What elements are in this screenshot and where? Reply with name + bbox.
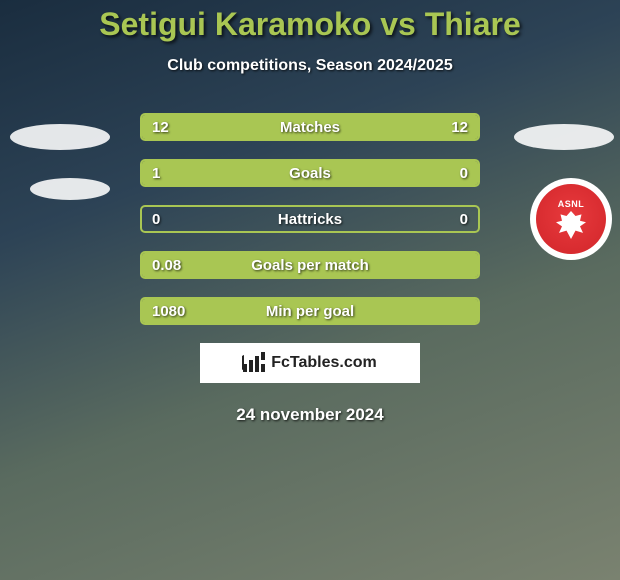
stat-label: Goals [289, 165, 331, 182]
date-label: 24 november 2024 [0, 405, 620, 425]
stat-row: 1080 Min per goal [0, 297, 620, 325]
stat-value-left: 12 [152, 119, 169, 136]
stat-value-right: 12 [451, 119, 468, 136]
chart-icon [243, 354, 265, 372]
stat-value-left: 1 [152, 165, 160, 182]
stat-row: 12 12 Matches [0, 113, 620, 141]
page-title: Setigui Karamoko vs Thiare [0, 6, 620, 43]
stat-row: 0.08 Goals per match [0, 251, 620, 279]
stat-bar: 12 12 Matches [140, 113, 480, 141]
stat-value-left: 0.08 [152, 257, 181, 274]
stat-bar: 0.08 Goals per match [140, 251, 480, 279]
stat-value-left: 0 [152, 211, 160, 228]
stat-row: 0 0 Hattricks [0, 205, 620, 233]
stat-bar: 0 0 Hattricks [140, 205, 480, 233]
bar-left-fill [142, 161, 404, 185]
stat-value-right: 0 [460, 211, 468, 228]
stats-list: 12 12 Matches 1 0 Goals 0 0 Hattricks 0.08 Goals p… [0, 113, 620, 325]
stat-value-left: 1080 [152, 303, 185, 320]
stat-label: Min per goal [266, 303, 354, 320]
stat-label: Matches [280, 119, 340, 136]
attribution-box[interactable]: FcTables.com [200, 343, 420, 383]
stat-label: Goals per match [251, 257, 369, 274]
subtitle: Club competitions, Season 2024/2025 [0, 57, 620, 75]
comparison-widget: Setigui Karamoko vs Thiare Club competit… [0, 0, 620, 425]
stat-row: 1 0 Goals [0, 159, 620, 187]
attribution-text: FcTables.com [271, 354, 377, 372]
stat-label: Hattricks [278, 211, 342, 228]
stat-bar: 1 0 Goals [140, 159, 480, 187]
stat-value-right: 0 [460, 165, 468, 182]
stat-bar: 1080 Min per goal [140, 297, 480, 325]
